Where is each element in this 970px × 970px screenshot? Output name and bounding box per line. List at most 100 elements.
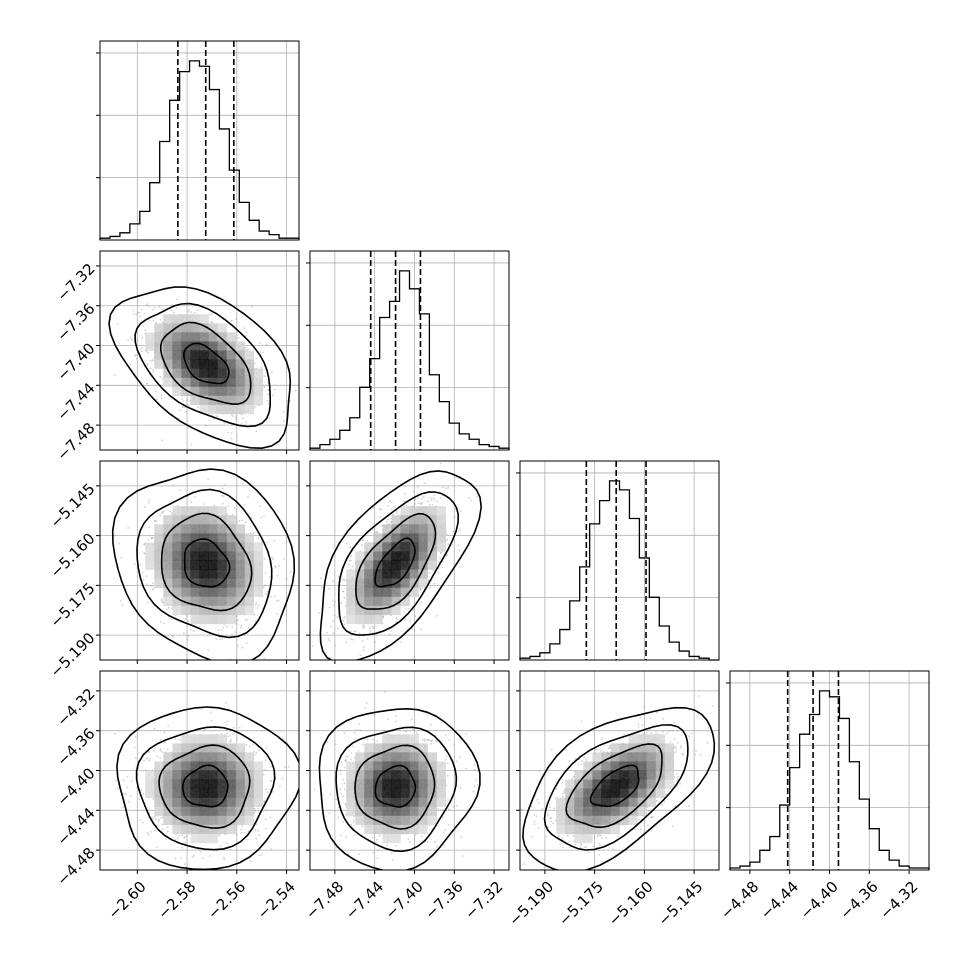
density-cell	[190, 368, 200, 378]
sample-point	[142, 578, 145, 581]
density-cell	[190, 323, 200, 333]
sample-point	[436, 500, 439, 503]
sample-point	[276, 613, 278, 616]
sample-point	[121, 604, 124, 606]
sample-point	[332, 632, 335, 635]
sample-point	[152, 582, 154, 584]
density-cell	[190, 587, 200, 597]
sample-point	[174, 737, 177, 740]
histogram-1	[309, 270, 510, 450]
sample-point	[389, 520, 392, 523]
density-cell	[226, 578, 236, 588]
sample-point	[222, 495, 225, 497]
density-cell	[373, 596, 383, 607]
sample-point	[359, 654, 362, 656]
density-cell	[391, 596, 401, 607]
density-cell	[400, 587, 410, 597]
sample-point	[135, 357, 138, 360]
sample-point	[151, 308, 154, 311]
sample-point	[248, 512, 251, 515]
density-cell	[199, 323, 209, 333]
sample-point	[440, 462, 442, 465]
density-cell	[355, 596, 365, 607]
sample-point	[255, 837, 258, 840]
sample-point	[119, 599, 122, 602]
density-cell	[181, 560, 191, 570]
sample-point	[289, 400, 291, 402]
density-cell	[226, 386, 236, 397]
sample-point	[141, 350, 143, 353]
sample-point	[183, 632, 185, 635]
sample-point	[146, 583, 149, 586]
density-cell	[217, 368, 227, 378]
density-cell	[145, 341, 155, 351]
sample-point	[215, 638, 218, 641]
sample-point	[243, 327, 246, 329]
sample-point	[369, 629, 372, 632]
sample-point	[139, 564, 142, 566]
hist-panel-2	[516, 460, 720, 661]
density-cell	[199, 404, 209, 415]
density-cell	[418, 569, 428, 579]
sample-point	[385, 644, 388, 647]
sample-point	[246, 618, 249, 621]
sample-point	[130, 338, 133, 341]
sample-point	[251, 516, 253, 519]
sample-point	[334, 644, 336, 647]
density-cell	[226, 560, 236, 570]
sample-point	[362, 539, 365, 542]
sample-point	[172, 484, 175, 487]
sample-point	[164, 838, 167, 840]
sample-point	[431, 503, 434, 506]
sample-point	[127, 527, 130, 529]
density-cell	[226, 404, 236, 415]
density-cell	[226, 524, 236, 534]
density-cell	[244, 569, 255, 579]
contour-1-0-2	[134, 302, 271, 428]
sample-point	[254, 620, 257, 623]
sample-point	[162, 510, 165, 513]
sample-point	[376, 531, 378, 534]
sample-point	[245, 642, 248, 644]
density-cell	[172, 341, 182, 351]
density-cell	[190, 515, 200, 525]
density-cell	[217, 569, 227, 579]
sample-point	[363, 646, 365, 648]
density-cell	[355, 551, 365, 561]
density-cell	[154, 350, 164, 360]
sample-point	[147, 751, 150, 754]
density-cell	[208, 551, 218, 561]
density-cell	[253, 569, 264, 579]
density-cell	[190, 551, 200, 561]
contour-2-1-2	[337, 491, 460, 636]
sample-point	[223, 422, 226, 425]
sample-point	[422, 495, 425, 498]
density-cell	[226, 551, 236, 561]
sample-point	[382, 615, 385, 618]
sample-point	[311, 645, 314, 647]
sample-point	[362, 624, 364, 627]
sample-point	[421, 501, 423, 504]
sample-point	[142, 325, 145, 327]
sample-point	[129, 336, 132, 339]
sample-point	[240, 626, 242, 629]
sample-point	[160, 817, 162, 819]
sample-point	[263, 515, 265, 518]
density-cell	[208, 542, 218, 552]
contour-1-0-0	[182, 342, 230, 385]
density-cell	[244, 404, 255, 415]
sample-point	[154, 519, 156, 522]
sample-point	[230, 319, 232, 322]
sample-point	[225, 625, 228, 628]
density-cell	[244, 596, 255, 607]
sample-point	[432, 569, 434, 572]
sample-point	[160, 599, 163, 602]
sample-point	[170, 618, 173, 621]
sample-point	[420, 601, 423, 604]
density-cell	[208, 614, 218, 625]
sample-point	[234, 416, 237, 418]
sample-point	[166, 608, 168, 611]
density-cell	[346, 569, 356, 579]
density-cell	[418, 506, 428, 516]
